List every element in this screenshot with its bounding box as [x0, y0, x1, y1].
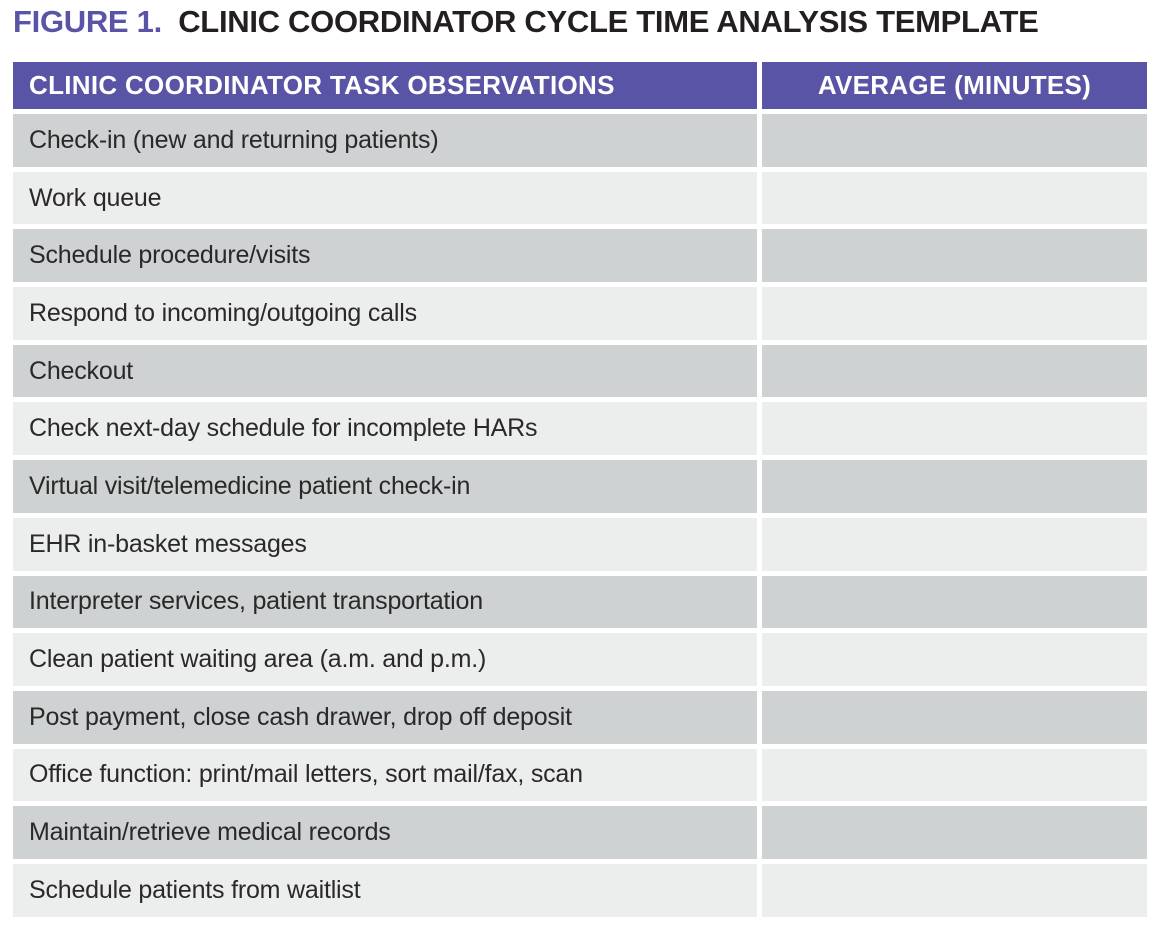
average-cell: [762, 517, 1147, 571]
average-cell: [762, 402, 1147, 456]
average-cell: [762, 575, 1147, 629]
task-cell: Work queue: [13, 171, 757, 225]
task-cell: Virtual visit/telemedicine patient check…: [13, 460, 757, 513]
average-cell: [762, 114, 1147, 167]
task-cell: Check next-day schedule for incomplete H…: [13, 402, 757, 456]
average-cell: [762, 748, 1147, 802]
task-cell: Schedule patients from waitlist: [13, 863, 757, 917]
cycle-time-table: CLINIC COORDINATOR TASK OBSERVATIONS AVE…: [13, 62, 1147, 917]
figure-label: FIGURE 1.: [13, 4, 162, 39]
task-cell: Interpreter services, patient transporta…: [13, 575, 757, 629]
task-cell: Office function: print/mail letters, sor…: [13, 748, 757, 802]
task-cell: EHR in-basket messages: [13, 517, 757, 571]
average-cell: [762, 171, 1147, 225]
task-cell: Clean patient waiting area (a.m. and p.m…: [13, 633, 757, 686]
column-header-average-minutes: AVERAGE (MINUTES): [762, 62, 1147, 109]
task-cell: Respond to incoming/outgoing calls: [13, 287, 757, 340]
task-cell: Checkout: [13, 344, 757, 398]
task-cell: Check-in (new and returning patients): [13, 114, 757, 167]
figure-heading: CLINIC COORDINATOR CYCLE TIME ANALYSIS T…: [178, 4, 1039, 39]
average-cell: [762, 633, 1147, 686]
average-cell: [762, 344, 1147, 398]
average-cell: [762, 287, 1147, 340]
figure-title: FIGURE 1. CLINIC COORDINATOR CYCLE TIME …: [13, 4, 1039, 40]
average-cell: [762, 229, 1147, 283]
task-cell: Schedule procedure/visits: [13, 229, 757, 283]
task-cell: Maintain/retrieve medical records: [13, 806, 757, 859]
task-cell: Post payment, close cash drawer, drop of…: [13, 690, 757, 744]
average-cell: [762, 806, 1147, 859]
column-header-task-observations: CLINIC COORDINATOR TASK OBSERVATIONS: [13, 62, 757, 109]
average-cell: [762, 460, 1147, 513]
average-cell: [762, 690, 1147, 744]
average-cell: [762, 863, 1147, 917]
